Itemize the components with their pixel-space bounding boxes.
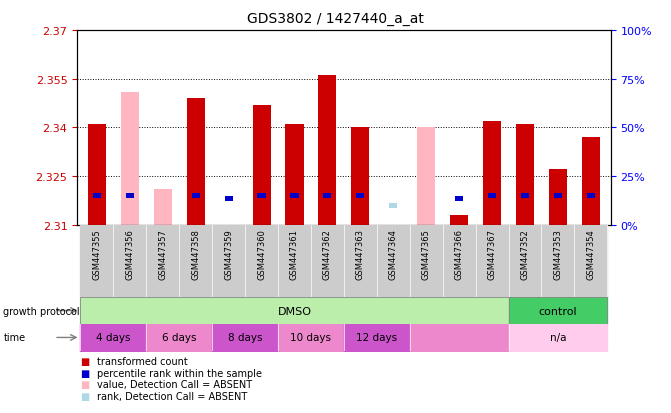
Text: ■: ■ (81, 380, 90, 389)
Text: GSM447366: GSM447366 (455, 229, 464, 280)
Bar (516, 125, 534, 225)
Text: GDS3802 / 1427440_a_at: GDS3802 / 1427440_a_at (247, 12, 424, 26)
Text: growth protocol: growth protocol (3, 306, 80, 316)
Text: value, Detection Call = ABSENT: value, Detection Call = ABSENT (97, 380, 252, 389)
Bar (81, 297, 509, 324)
Text: percentile rank within the sample: percentile rank within the sample (97, 368, 262, 378)
Text: GSM447367: GSM447367 (488, 229, 497, 280)
Bar (389, 203, 397, 208)
Bar (352, 128, 370, 225)
Text: GSM447360: GSM447360 (257, 229, 266, 280)
Bar (187, 99, 205, 225)
Text: GSM447355: GSM447355 (93, 229, 101, 279)
Bar (154, 190, 172, 225)
Text: 8 days: 8 days (228, 332, 262, 343)
Text: GSM447364: GSM447364 (389, 229, 398, 280)
Text: 4 days: 4 days (96, 332, 131, 343)
Bar (417, 128, 435, 225)
Text: transformed count: transformed count (97, 356, 188, 366)
Text: ■: ■ (81, 391, 90, 401)
Text: GSM447365: GSM447365 (421, 229, 431, 280)
Bar (488, 194, 496, 198)
Text: 12 days: 12 days (356, 332, 397, 343)
Text: ■: ■ (81, 356, 90, 366)
Bar (483, 121, 501, 225)
Bar (323, 194, 331, 198)
Bar (455, 197, 463, 202)
Bar (93, 194, 101, 198)
Text: GSM447353: GSM447353 (554, 229, 562, 280)
Bar (586, 194, 595, 198)
Bar (291, 194, 299, 198)
Bar (509, 297, 607, 324)
Text: time: time (3, 332, 25, 343)
Text: GSM447352: GSM447352 (521, 229, 529, 279)
Text: control: control (539, 306, 577, 316)
Text: rank, Detection Call = ABSENT: rank, Detection Call = ABSENT (97, 391, 248, 401)
Text: 10 days: 10 days (291, 332, 331, 343)
Text: GSM447362: GSM447362 (323, 229, 332, 280)
Bar (225, 197, 233, 202)
Text: GSM447357: GSM447357 (158, 229, 167, 280)
Bar (554, 194, 562, 198)
Bar (258, 194, 266, 198)
Text: n/a: n/a (550, 332, 566, 343)
Bar (582, 138, 600, 225)
Bar (356, 194, 364, 198)
Text: GSM447359: GSM447359 (224, 229, 233, 279)
Bar (318, 76, 336, 225)
Bar (252, 105, 270, 225)
Text: ■: ■ (81, 368, 90, 378)
Bar (192, 194, 200, 198)
Text: GSM447361: GSM447361 (290, 229, 299, 280)
Bar (450, 216, 468, 225)
Bar (121, 93, 139, 225)
Text: DMSO: DMSO (278, 306, 311, 316)
Text: GSM447358: GSM447358 (191, 229, 200, 280)
Bar (88, 125, 106, 225)
Text: 6 days: 6 days (162, 332, 197, 343)
Text: GSM447363: GSM447363 (356, 229, 365, 280)
Text: GSM447354: GSM447354 (586, 229, 595, 279)
Bar (285, 125, 303, 225)
Bar (521, 194, 529, 198)
Bar (125, 194, 134, 198)
Text: GSM447356: GSM447356 (125, 229, 134, 280)
Bar (549, 170, 567, 225)
